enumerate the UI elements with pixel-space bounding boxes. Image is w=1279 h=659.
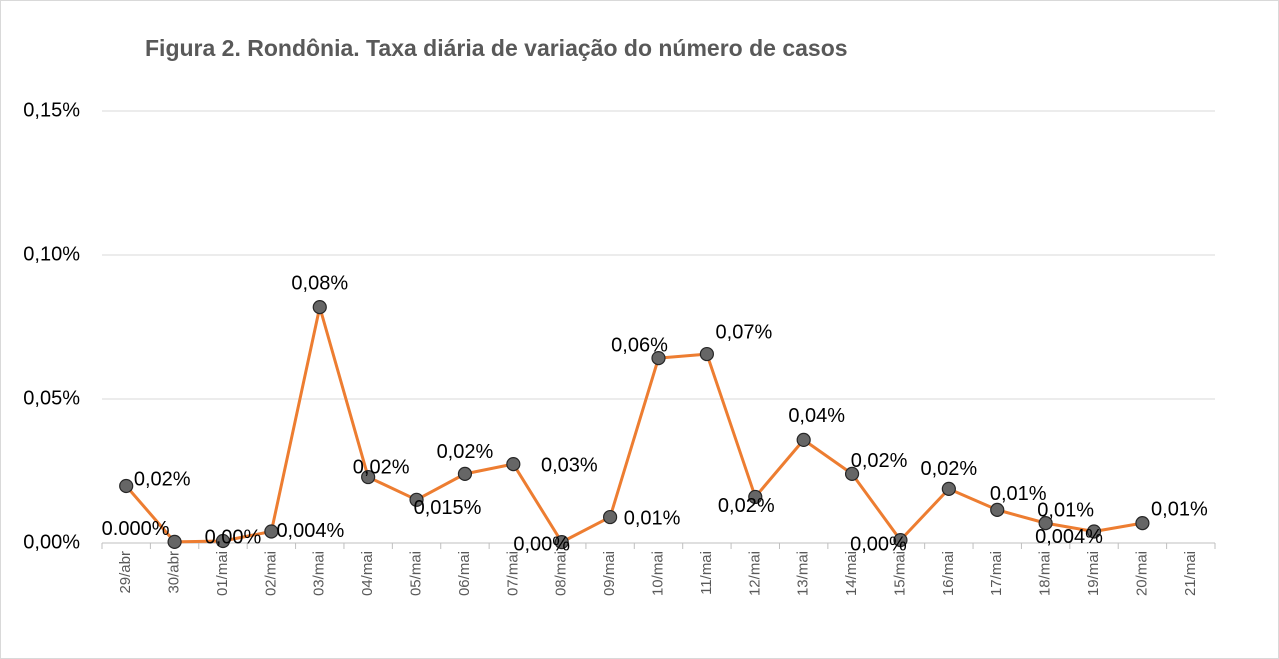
- x-tick-label: 09/mai: [601, 551, 618, 596]
- y-tick-label: 0,10%: [23, 243, 80, 265]
- x-tick-label: 08/mai: [553, 551, 570, 596]
- data-label: 0,02%: [437, 441, 494, 463]
- chart-title: Figura 2. Rondônia. Taxa diária de varia…: [145, 35, 848, 61]
- data-label: 0,02%: [851, 450, 908, 472]
- x-tick-label: 04/mai: [359, 551, 376, 596]
- x-tick-label: 20/mai: [1133, 551, 1150, 596]
- data-point: [215, 533, 231, 549]
- data-point: [748, 489, 763, 505]
- data-point: [457, 466, 473, 481]
- x-tick-label: 06/mai: [456, 551, 473, 596]
- data-point: [941, 481, 956, 496]
- data-point: [361, 469, 376, 485]
- data-point: [603, 509, 618, 525]
- data-point: [699, 346, 714, 362]
- data-label: 0,004%: [1035, 526, 1103, 548]
- x-tick-label: 14/mai: [843, 551, 860, 596]
- x-tick-label: 11/mai: [698, 551, 715, 595]
- data-label: 0,06%: [611, 334, 668, 356]
- data-label: 0,04%: [788, 405, 845, 427]
- x-tick-label: 05/mai: [408, 551, 425, 596]
- x-tick-label: 18/mai: [1037, 551, 1054, 596]
- data-label: 0,08%: [291, 272, 348, 294]
- data-point: [990, 502, 1005, 517]
- y-tick-label: 0,15%: [23, 99, 80, 121]
- data-label: 0,01%: [1037, 499, 1094, 521]
- data-point: [893, 533, 908, 548]
- x-tick-label: 13/mai: [795, 551, 812, 596]
- data-point: [264, 524, 279, 539]
- data-label: 0,01%: [990, 483, 1047, 505]
- data-point: [409, 492, 424, 507]
- data-point: [554, 535, 569, 550]
- data-label: 0,01%: [1151, 498, 1208, 520]
- data-point: [119, 478, 134, 494]
- data-label: 0,02%: [134, 468, 191, 490]
- y-tick-label: 0,05%: [23, 387, 80, 409]
- x-tick-label: 02/mai: [262, 551, 279, 596]
- x-tick-label: 30/abr: [166, 551, 183, 594]
- data-point: [844, 466, 860, 481]
- data-label: 0,02%: [353, 456, 410, 478]
- data-point: [796, 432, 811, 447]
- data-label: 0,00%: [513, 533, 570, 555]
- x-tick-label: 03/mai: [311, 551, 328, 596]
- x-tick-label: 21/mai: [1182, 551, 1199, 596]
- data-label: 0,00%: [850, 533, 907, 555]
- x-tick-label: 17/mai: [988, 551, 1005, 596]
- x-tick-label: 01/mai: [214, 551, 231, 596]
- data-label: 0,02%: [718, 495, 775, 517]
- data-point: [1038, 516, 1053, 531]
- data-label: 0.000%: [102, 518, 170, 540]
- data-label: 0,02%: [920, 458, 977, 480]
- x-tick-label: 16/mai: [940, 551, 957, 596]
- series-line: [125, 305, 1143, 544]
- data-label: 0,004%: [276, 520, 344, 542]
- x-tick-label: 19/mai: [1085, 551, 1102, 596]
- x-tick-label: 10/mai: [649, 551, 666, 596]
- data-point: [167, 534, 182, 549]
- data-label: 0,00%: [205, 526, 262, 548]
- y-tick-label: 0,00%: [23, 531, 80, 553]
- data-point: [651, 351, 666, 366]
- x-tick-label: 15/mai: [891, 551, 908, 596]
- x-tick-label: 29/abr: [117, 551, 134, 594]
- data-point: [506, 456, 521, 472]
- data-label: 0,01%: [624, 507, 681, 529]
- data-label: 0,07%: [716, 321, 773, 343]
- data-point: [312, 300, 327, 315]
- data-point: [1135, 516, 1150, 531]
- data-point: [1086, 524, 1102, 539]
- data-label: 0,015%: [414, 497, 482, 519]
- x-tick-label: 12/mai: [746, 551, 763, 596]
- data-label: 0,03%: [541, 454, 598, 476]
- x-tick-label: 07/mai: [504, 551, 521, 596]
